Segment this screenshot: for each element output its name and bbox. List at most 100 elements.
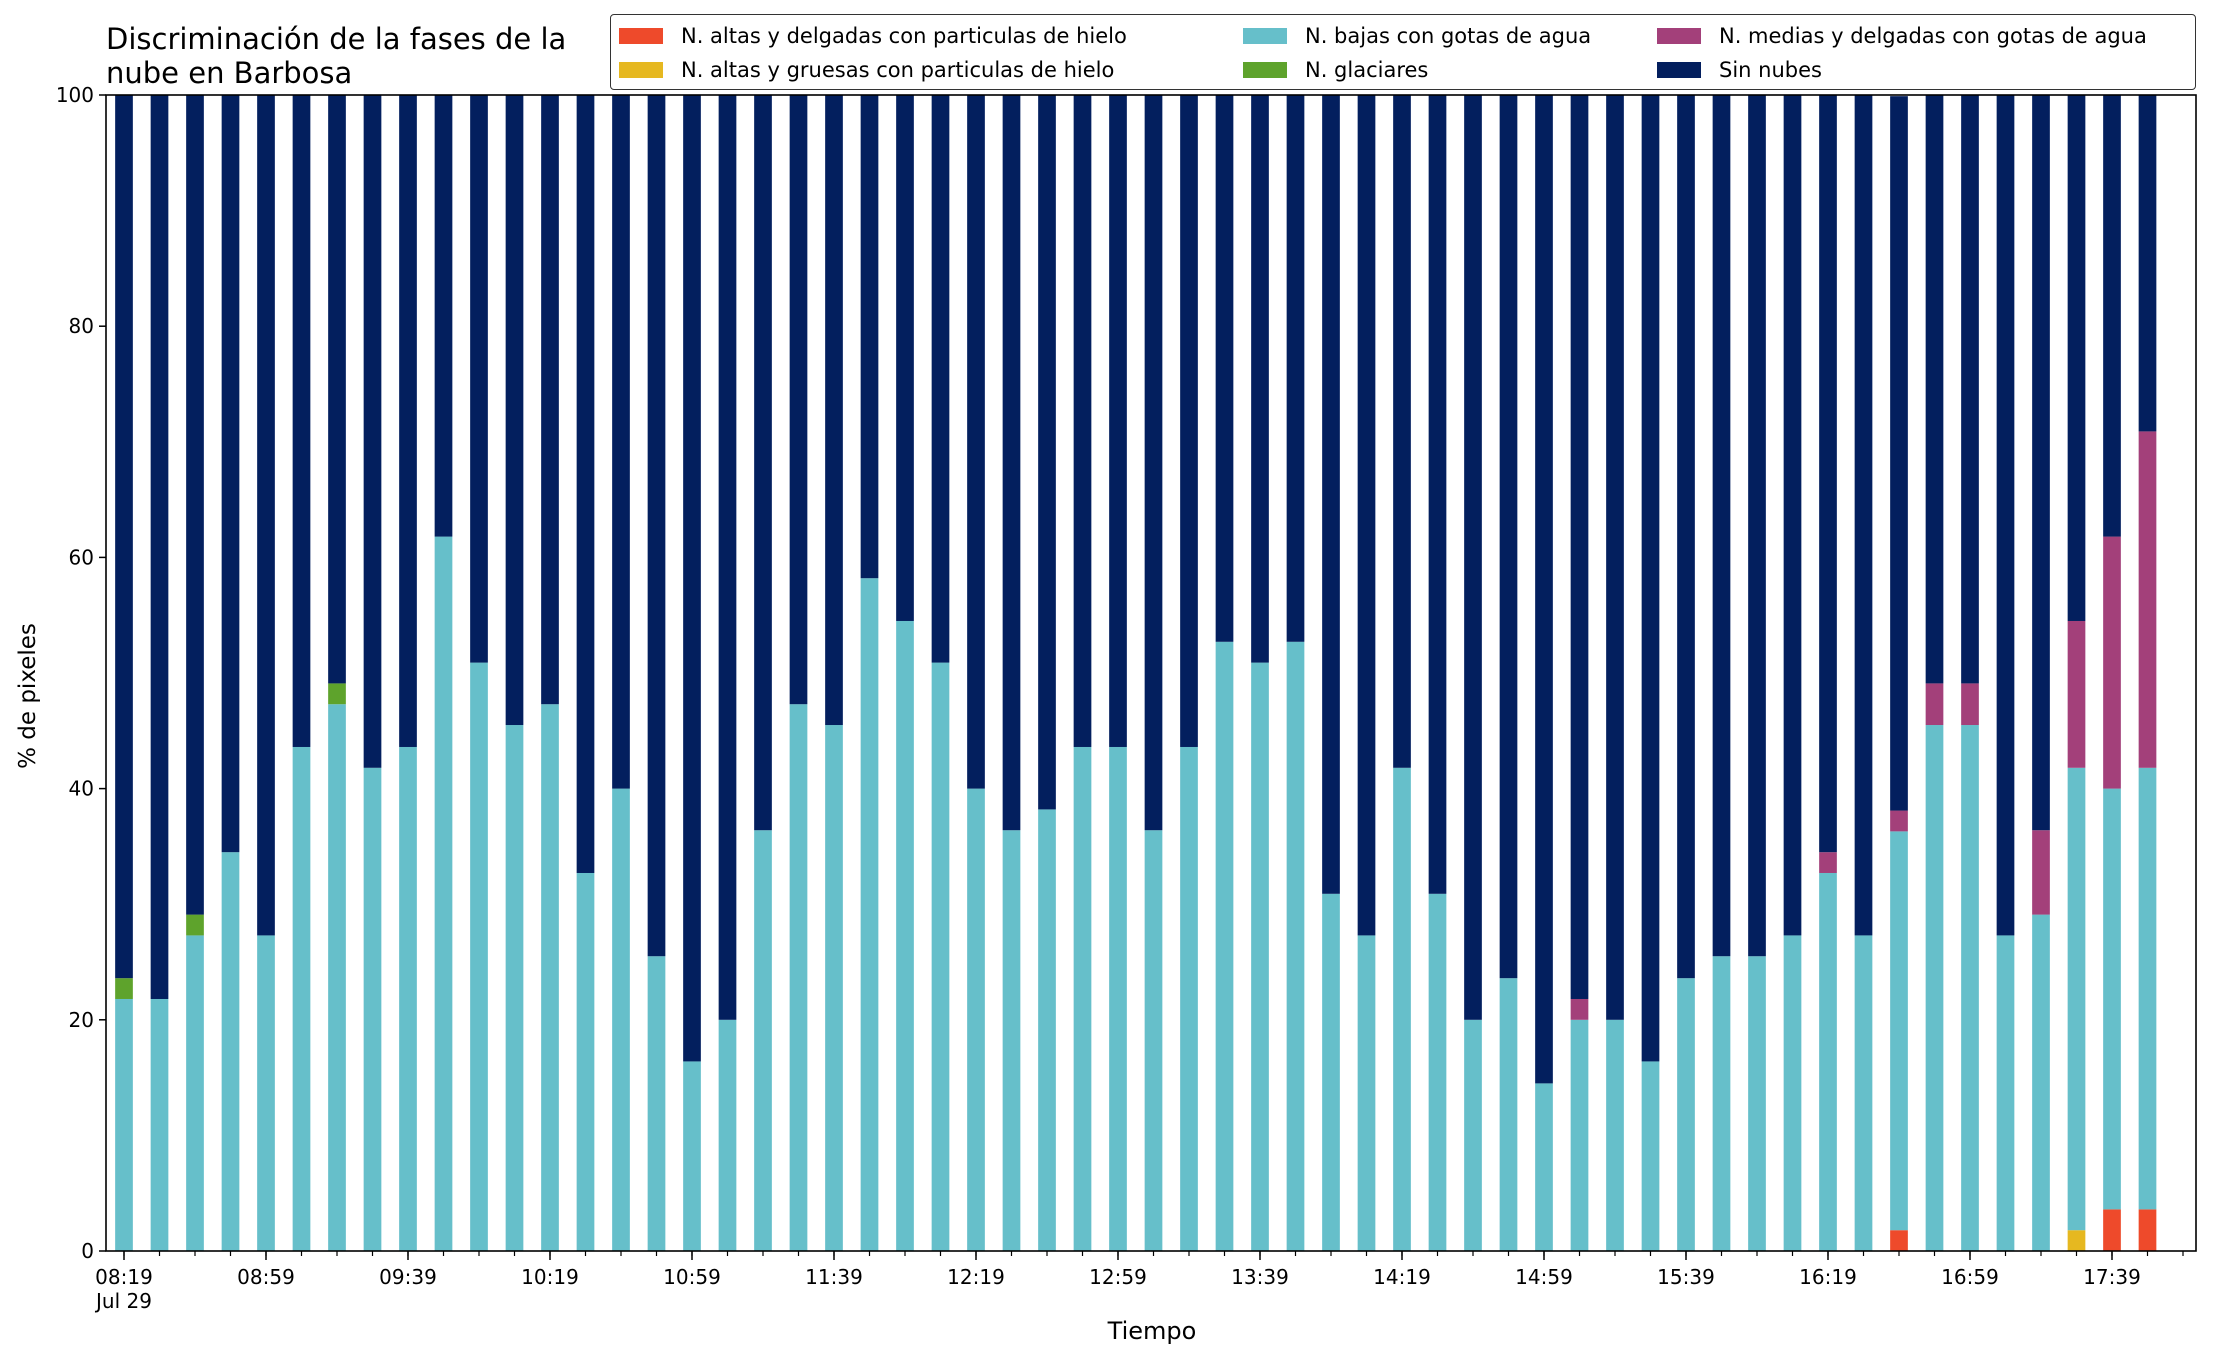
bar-segment [2103,788,2121,1210]
bar-segment [754,830,772,1251]
bar-segment [1038,95,1056,810]
bar-segment [754,95,772,831]
bar-segment [647,95,666,957]
bar-segment [718,95,737,1020]
y-tick-label: 20 [69,1008,94,1032]
bar-segment [1641,1061,1660,1251]
bar-segment [1996,95,2015,936]
bar-segment [1180,746,1198,1251]
bar-segment [434,536,453,1251]
bar-segment [612,788,630,1251]
legend-item: N. altas y gruesas con particulas de hie… [619,55,1114,85]
bar-segment [967,788,985,1251]
bar-segment [2138,1209,2157,1251]
bar-segment [1606,1019,1624,1251]
bar-segment [1002,830,1021,1251]
bar-segment [470,662,488,1251]
bar-segment [399,95,417,747]
bar-segment [2032,95,2050,831]
bar-segment [1570,95,1589,999]
bar-segment [1819,95,1837,853]
bar-segment [1357,935,1376,1251]
bar-segment [1215,641,1234,1251]
bar-segment [2138,95,2157,432]
bar-segment [221,852,240,1251]
bar-segment [292,746,311,1251]
bar-segment [1961,683,1979,726]
bar-segment [967,95,985,789]
bar-segment [257,95,275,936]
bar-segment [1925,95,1944,684]
bar-segment [505,95,524,726]
legend-label: N. bajas con gotas de agua [1305,24,1592,48]
bar-segment [1925,725,1944,1251]
legend-label: N. medias y delgadas con gotas de agua [1719,24,2147,48]
bar-segment [1535,1083,1553,1251]
bar-segment [1357,95,1376,936]
legend-swatch [1657,28,1701,44]
bar-segment [1535,95,1553,1084]
y-axis-label: % de pixeles [15,623,41,769]
bar-segment [825,95,843,726]
bar-segment [1499,978,1518,1251]
bar-segment [1144,830,1163,1251]
bar-segment [541,704,559,1251]
bar-segment [1890,1230,1908,1251]
bar-segment [1712,956,1731,1251]
bar-segment [1606,95,1624,1020]
bar-segment [2067,767,2086,1231]
bar-segment [1925,683,1944,726]
x-tick-label: 11:39 [805,1265,863,1289]
bar-segment [1854,935,1873,1251]
bar-segment [1180,95,1198,747]
bar-segment [931,662,950,1251]
x-tick-label: 08:59 [237,1265,295,1289]
legend-swatch [1657,62,1701,78]
bar-segment [2103,536,2121,789]
x-tick-label: 10:59 [663,1265,721,1289]
legend-item: N. medias y delgadas con gotas de agua [1657,21,2147,51]
bar-segment [505,725,524,1251]
bar-segment [1286,641,1305,1251]
legend-item: N. bajas con gotas de agua [1243,21,1591,51]
bar-segment [221,95,240,853]
bar-segment [825,725,843,1251]
bar-segment [1109,746,1127,1251]
x-tick-label: 16:59 [1941,1265,1999,1289]
bar-segment [186,95,204,915]
bar-segment [292,95,311,747]
bar-segment [1890,831,1908,1231]
legend-label: N. glaciares [1305,58,1429,82]
bar-segment [1854,95,1873,936]
bar-segment [896,620,914,1251]
bar-segment [2032,914,2050,1251]
bar-segment [186,914,204,936]
bar-segment [1002,95,1021,831]
bar-segment [612,95,630,789]
x-tick-label: 12:19 [947,1265,1005,1289]
legend: N. altas y delgadas con particulas de hi… [610,14,2196,90]
bar-segment [1677,95,1695,979]
bar-segment [1499,95,1518,979]
bar-segment [1748,95,1766,957]
x-tick-label: 10:19 [521,1265,579,1289]
bar-segment [1251,662,1269,1251]
bar-segment [2067,1230,2086,1251]
bar-segment [399,746,417,1251]
bar-segment [1464,1019,1482,1251]
x-tick-label: 14:59 [1515,1265,1573,1289]
bar-segment [1393,767,1411,1251]
bar-segment [1393,95,1411,768]
axes-frame [105,94,2197,1252]
legend-label: N. altas y delgadas con particulas de hi… [681,24,1127,48]
bar-segment [1783,95,1802,936]
bar-segment [1677,978,1695,1251]
bar-segment [1819,872,1837,1251]
bar-segment [931,95,950,663]
y-tick-label: 60 [69,545,94,569]
bar-segment [718,1019,737,1251]
bar-segment [1073,746,1092,1251]
bar-segment [1215,95,1234,642]
